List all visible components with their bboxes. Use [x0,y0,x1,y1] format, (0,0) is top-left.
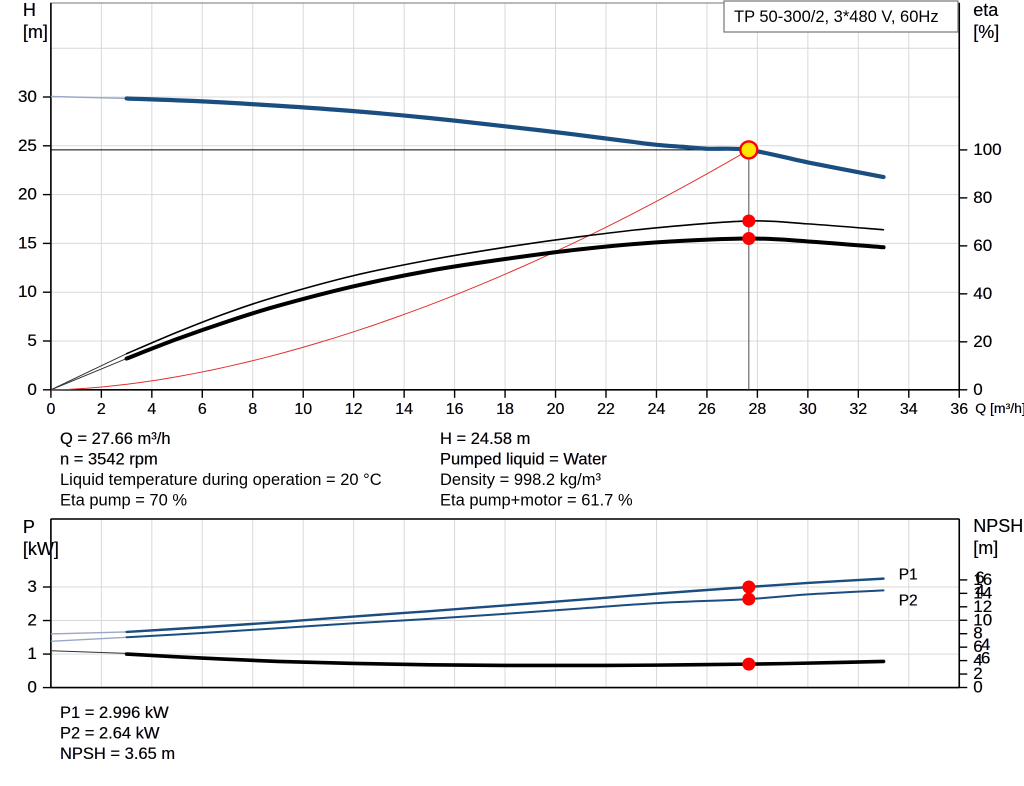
svg-text:3: 3 [27,577,36,596]
svg-text:P: P [23,517,35,537]
svg-text:30: 30 [799,401,817,418]
svg-text:H = 24.58 m: H = 24.58 m [440,430,530,448]
svg-text:-6: -6 [975,649,990,668]
svg-text:0: 0 [973,380,982,399]
svg-text:12: 12 [345,401,363,418]
svg-text:Liquid temperature during oper: Liquid temperature during operation = 20… [60,471,382,489]
svg-text:2: 2 [27,611,36,630]
svg-text:TP 50-300/2, 3*480 V, 60Hz: TP 50-300/2, 3*480 V, 60Hz [734,8,939,26]
svg-text:0: 0 [27,380,36,399]
svg-text:15: 15 [18,233,37,252]
svg-text:[m]: [m] [973,538,998,558]
svg-text:P1: P1 [899,567,918,584]
svg-text:P1 = 2.996 kW: P1 = 2.996 kW [60,704,169,722]
svg-text:0: 0 [27,678,36,697]
svg-text:80: 80 [973,188,992,207]
svg-text:30: 30 [18,87,37,106]
svg-text:2: 2 [97,401,106,418]
svg-text:eta: eta [973,0,999,20]
svg-text:18: 18 [496,401,514,418]
svg-text:20: 20 [547,401,565,418]
svg-text:n = 3542 rpm: n = 3542 rpm [60,451,158,469]
svg-text:26: 26 [698,401,716,418]
svg-text:40: 40 [973,284,992,303]
svg-text:10: 10 [294,401,312,418]
svg-text:4: 4 [975,581,984,600]
svg-text:10: 10 [18,282,37,301]
svg-text:Q [m³/h]: Q [m³/h] [975,400,1024,416]
svg-text:NPSH = 3.65 m: NPSH = 3.65 m [60,745,175,763]
svg-text:20: 20 [18,185,37,204]
svg-text:60: 60 [973,236,992,255]
svg-text:24: 24 [648,401,666,418]
svg-text:[m]: [m] [23,22,48,42]
svg-text:Eta pump = 70 %: Eta pump = 70 % [60,492,187,510]
svg-text:Q = 27.66 m³/h: Q = 27.66 m³/h [60,430,171,448]
svg-text:Density = 998.2 kg/m³: Density = 998.2 kg/m³ [440,471,601,489]
svg-text:H: H [23,0,36,20]
svg-text:20: 20 [973,332,992,351]
svg-text:[kW]: [kW] [23,539,59,559]
svg-text:Eta pump+motor = 61.7 %: Eta pump+motor = 61.7 % [440,492,633,510]
svg-text:5: 5 [27,331,36,350]
svg-text:32: 32 [849,401,867,418]
svg-text:P2: P2 [899,592,918,609]
svg-text:28: 28 [748,401,766,418]
svg-text:8: 8 [248,401,257,418]
svg-text:34: 34 [900,401,918,418]
svg-text:P2 = 2.64 kW: P2 = 2.64 kW [60,725,160,743]
svg-text:NPSH: NPSH [973,516,1023,536]
svg-text:16: 16 [446,401,464,418]
svg-text:6: 6 [198,401,207,418]
svg-text:100: 100 [973,140,1001,159]
svg-text:22: 22 [597,401,615,418]
svg-text:25: 25 [18,136,37,155]
svg-text:4: 4 [147,401,156,418]
svg-text:36: 36 [950,401,968,418]
svg-text:14: 14 [395,401,413,418]
svg-text:Pumped liquid = Water: Pumped liquid = Water [440,451,607,469]
svg-text:0: 0 [46,401,55,418]
svg-text:[%]: [%] [973,22,999,42]
svg-text:1: 1 [27,644,36,663]
